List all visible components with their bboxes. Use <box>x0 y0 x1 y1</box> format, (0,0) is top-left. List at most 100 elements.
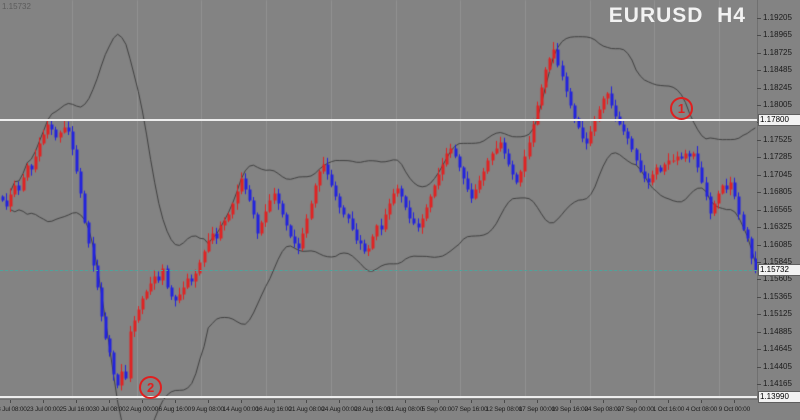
price-tick-label: 1.19205 <box>763 12 792 22</box>
time-tick <box>273 400 275 403</box>
price-tick <box>757 139 761 141</box>
time-tick-label: 16 Aug 16:00 <box>255 406 292 413</box>
price-tick-label: 1.17525 <box>763 134 792 144</box>
resistance-line[interactable] <box>0 118 757 121</box>
price-tick-label: 1.18005 <box>763 100 792 110</box>
time-tick <box>503 400 505 403</box>
price-tick-label: 1.15365 <box>763 291 792 301</box>
time-tick-label: 9 Aug 08:00 <box>191 406 224 413</box>
price-tick <box>757 227 761 229</box>
time-tick <box>339 400 341 403</box>
time-tick-label: 2 Aug 00:00 <box>125 406 159 413</box>
time-tick-label: 18 Jul 08:00 <box>0 406 27 413</box>
price-tick-label: 1.14405 <box>763 361 792 371</box>
price-tick <box>757 192 761 194</box>
price-tick-label: 1.18245 <box>763 82 792 92</box>
price-tick <box>757 384 761 386</box>
price-tick-label: 1.14645 <box>763 344 792 354</box>
time-tick <box>536 400 538 403</box>
annotation-circle-2[interactable]: 2 <box>139 375 163 399</box>
time-tick-label: 19 Sep 16:00 <box>551 406 588 413</box>
price-tick <box>757 52 761 54</box>
time-tick <box>734 400 736 403</box>
price-tick <box>757 17 761 19</box>
time-tick-label: 1 Oct 16:00 <box>652 406 685 413</box>
time-tick <box>668 400 670 403</box>
price-tick <box>757 244 761 246</box>
time-tick-label: 31 Aug 08:00 <box>387 406 424 413</box>
price-tick <box>757 70 761 72</box>
price-tick-label: 1.17285 <box>763 152 792 162</box>
time-tick-label: 24 Sep 08:00 <box>584 406 621 413</box>
time-tick <box>10 400 12 403</box>
price-tick <box>757 279 761 281</box>
time-tick <box>635 400 637 403</box>
time-tick-label: 14 Aug 00:00 <box>222 406 259 413</box>
time-tick-label: 30 Jul 08:00 <box>92 406 126 413</box>
price-tick <box>757 296 761 298</box>
price-tick <box>757 87 761 89</box>
price-tick-label: 1.14165 <box>763 379 792 389</box>
time-tick-label: 4 Oct 08:00 <box>685 406 718 413</box>
time-tick <box>174 400 176 403</box>
indicator-value: 1.15732 <box>2 2 31 11</box>
price-tick-label: 1.16805 <box>763 187 792 197</box>
time-tick-label: 24 Aug 00:00 <box>321 406 358 413</box>
price-tick <box>757 331 761 333</box>
time-tick-label: 27 Sep 00:00 <box>617 406 654 413</box>
time-tick-label: 5 Sep 00:00 <box>421 406 455 413</box>
price-tick-label: 1.18965 <box>763 30 792 40</box>
time-tick <box>602 400 604 403</box>
price-tick-label: 1.16085 <box>763 239 792 249</box>
time-tick <box>471 400 472 403</box>
time-tick <box>438 400 440 403</box>
time-tick-label: 23 Jul 00:00 <box>26 406 60 413</box>
time-tick-label: 17 Sep 00:00 <box>518 406 555 413</box>
time-tick <box>701 400 703 403</box>
time-tick <box>405 400 407 403</box>
time-tick-label: 21 Aug 08:00 <box>288 406 325 413</box>
price-tick-label: 1.15125 <box>763 309 792 319</box>
time-tick <box>306 400 308 403</box>
time-tick-label: 7 Sep 16:00 <box>454 406 488 413</box>
price-tick <box>757 35 761 37</box>
symbol-watermark: EURUSD H4 <box>608 4 746 27</box>
time-tick <box>240 400 242 403</box>
time-tick <box>108 400 110 403</box>
time-tick-label: 25 Jul 16:00 <box>59 406 93 413</box>
price-tick <box>757 366 761 368</box>
price-tick-label: 1.17045 <box>763 169 792 179</box>
price-tick-label: 1.16565 <box>763 204 792 214</box>
time-tick <box>207 400 209 403</box>
price-tick-label: 1.16325 <box>763 222 792 232</box>
time-tick-label: 9 Oct 00:00 <box>718 406 751 413</box>
price-tick <box>757 174 761 176</box>
price-tick <box>757 314 761 316</box>
time-tick <box>141 400 143 403</box>
price-tick-label: 1.18485 <box>763 65 792 75</box>
price-tick <box>757 105 761 107</box>
price-tick <box>757 209 761 211</box>
time-tick <box>372 400 374 403</box>
time-tick-label: 12 Sep 08:00 <box>485 406 523 413</box>
resistance-price-label: 1.17800 <box>758 113 800 126</box>
annotation-circle-1[interactable]: 1 <box>669 97 693 121</box>
support-price-label: 1.13990 <box>758 390 800 403</box>
time-tick <box>43 400 45 403</box>
bid-price-line <box>0 270 757 272</box>
price-tick-label: 1.15845 <box>763 257 792 266</box>
time-tick-label: 6 Aug 16:00 <box>158 406 192 413</box>
bid-price-label: 1.15732 <box>758 264 800 277</box>
time-tick-label: 28 Aug 16:00 <box>354 406 391 413</box>
price-tick <box>757 349 761 351</box>
price-tick <box>757 157 761 159</box>
support-line[interactable] <box>0 395 757 398</box>
time-tick <box>76 400 78 403</box>
price-tick-label: 1.15605 <box>763 274 792 284</box>
price-tick-label: 1.18725 <box>763 47 792 57</box>
time-axis-border <box>0 399 800 400</box>
price-tick-label: 1.14885 <box>763 326 792 336</box>
